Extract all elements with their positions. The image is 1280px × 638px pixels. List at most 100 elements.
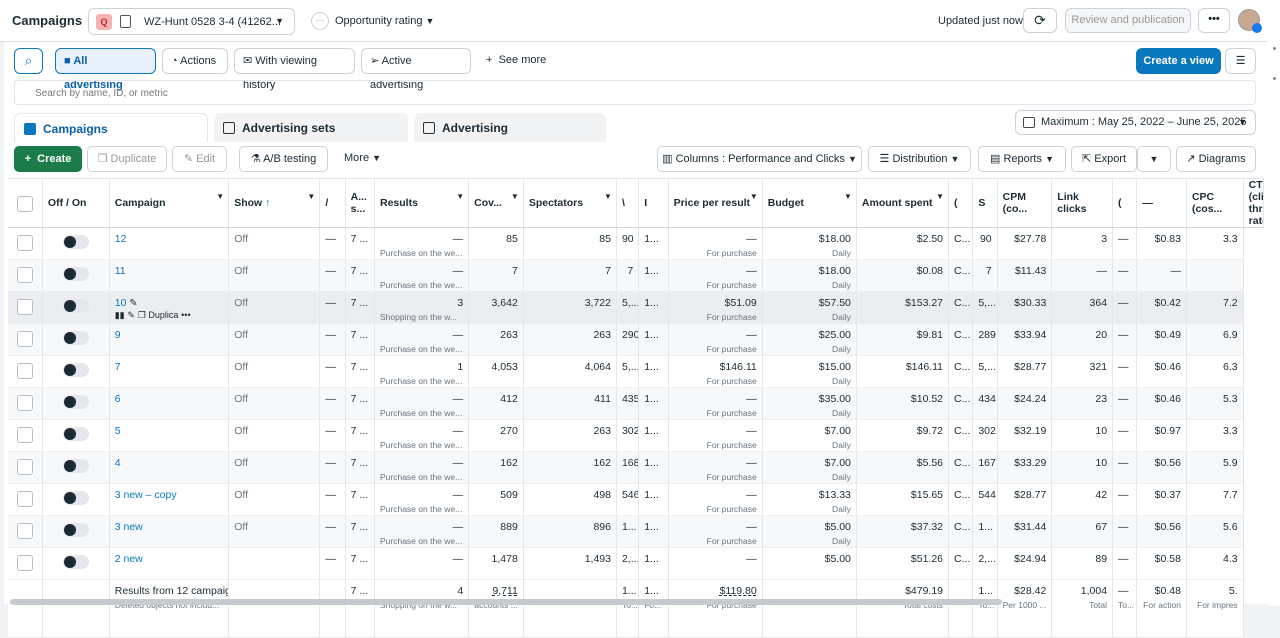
col-19[interactable]: — — [1136, 178, 1187, 228]
row-checkbox[interactable] — [16, 363, 33, 379]
table-row[interactable]: 3 new – copy Off — 7 ... — Purchase on th… — [8, 483, 1264, 516]
row-toggle-cell[interactable] — [42, 323, 110, 356]
row-toggle-cell[interactable] — [42, 483, 110, 516]
row-toggle-cell[interactable] — [42, 387, 110, 420]
col-campaign[interactable]: Campaign ▼ — [109, 178, 230, 228]
row-checkbox[interactable] — [16, 395, 33, 411]
col-coverage[interactable]: Cov... ▼ — [468, 178, 524, 228]
row-checkbox[interactable] — [16, 299, 33, 315]
campaign-name-link[interactable]: 5 — [114, 425, 121, 437]
campaign-name-link[interactable]: 10 — [114, 297, 127, 309]
col-price-per-result[interactable]: Price per result ▼ — [668, 178, 763, 228]
campaign-name-cell[interactable]: 3 new — [109, 515, 230, 548]
row-checkbox[interactable] — [16, 523, 33, 539]
distribution-button[interactable]: ☰ Distribution ▼ — [868, 146, 971, 172]
campaign-name-link[interactable]: 11 — [114, 265, 126, 277]
campaign-name-link[interactable]: 7 — [114, 361, 121, 373]
col-5[interactable]: A... s... — [345, 178, 376, 228]
campaign-name-cell[interactable]: 7 — [109, 355, 230, 388]
campaign-name-cell[interactable]: 9 — [109, 323, 230, 356]
avatar[interactable] — [1238, 9, 1262, 33]
on-off-toggle[interactable] — [62, 267, 89, 281]
table-row[interactable]: 7 Off — 7 ... 1 Purchase on the we... 4,0… — [8, 355, 1264, 388]
col-14[interactable]: ( — [948, 178, 974, 228]
more-icon[interactable]: ••• — [181, 310, 191, 320]
diagrams-button[interactable]: ↗ Diagrams — [1176, 146, 1256, 172]
tab-campaigns[interactable]: Campaigns — [14, 113, 208, 142]
campaign-name-link[interactable]: 2 new — [114, 553, 143, 565]
pencil-icon[interactable]: ✎ — [127, 310, 135, 320]
on-off-toggle[interactable] — [62, 363, 89, 377]
on-off-toggle[interactable] — [62, 555, 89, 569]
row-checkbox[interactable] — [16, 267, 33, 283]
refresh-button[interactable]: ⟳ — [1023, 8, 1057, 33]
campaign-name-link[interactable]: 12 — [114, 233, 127, 245]
col-off-on[interactable]: Off / On — [42, 178, 110, 228]
campaign-name-link[interactable]: 3 new — [114, 521, 143, 533]
campaign-name-cell[interactable]: 6 — [109, 387, 230, 420]
on-off-toggle[interactable] — [62, 395, 89, 409]
export-options-button[interactable]: ▼ — [1137, 146, 1171, 172]
campaign-name-link[interactable]: 9 — [114, 329, 121, 341]
col-spectators[interactable]: Spectators ▼ — [523, 178, 617, 228]
edit-button[interactable]: ✎ Edit — [172, 146, 227, 172]
active-advertising-filter[interactable]: ➢ Active advertising — [361, 48, 471, 91]
row-toggle-cell[interactable] — [42, 419, 110, 452]
table-row[interactable]: 11 Off — 7 ... — Purchase on the we... 7 … — [8, 259, 1264, 292]
row-toggle-cell[interactable] — [42, 451, 110, 484]
table-row[interactable]: 3 new Off — 7 ... — Purchase on the we...… — [8, 515, 1264, 548]
row-duplicate-action[interactable]: ❐ Duplica — [138, 310, 179, 320]
campaign-name-cell[interactable]: 10 ✎ ▮▮ ✎ ❐ Duplica ••• — [109, 291, 230, 324]
on-off-toggle[interactable] — [62, 235, 89, 249]
table-row[interactable]: 10 ✎ ▮▮ ✎ ❐ Duplica ••• Off — 7 ... 3 Shop… — [8, 291, 1264, 324]
col-9[interactable]: \ — [616, 178, 640, 228]
on-off-toggle[interactable] — [62, 491, 89, 505]
search-toggle-button[interactable]: ⌕ — [14, 48, 43, 74]
on-off-toggle[interactable] — [62, 459, 89, 473]
select-all-checkbox[interactable] — [16, 196, 33, 212]
row-toggle-cell[interactable] — [42, 547, 110, 580]
create-button[interactable]: + Create — [14, 146, 82, 172]
campaign-name-cell[interactable]: 3 new – copy — [109, 483, 230, 516]
table-row[interactable]: 4 Off — 7 ... — Purchase on the we... 162… — [8, 451, 1264, 484]
row-select-cell[interactable] — [8, 483, 43, 516]
campaign-name-link[interactable]: 3 new – copy — [114, 489, 177, 501]
campaign-name-cell[interactable]: 11 — [109, 259, 230, 292]
table-row[interactable]: 6 Off — 7 ... — Purchase on the we... 412… — [8, 387, 1264, 420]
see-more-button[interactable]: + See more — [486, 54, 546, 66]
row-select-cell[interactable] — [8, 515, 43, 548]
row-select-cell[interactable] — [8, 355, 43, 388]
col-10[interactable]: I — [638, 178, 669, 228]
col-15[interactable]: S — [972, 178, 998, 228]
row-checkbox[interactable] — [16, 427, 33, 443]
view-settings-button[interactable]: ☰ — [1225, 48, 1256, 74]
select-all-header[interactable] — [8, 178, 43, 228]
reports-button[interactable]: ▤ Reports ▼ — [978, 146, 1066, 172]
row-toggle-cell[interactable] — [42, 259, 110, 292]
table-row[interactable]: 12 Off — 7 ... — Purchase on the we... 85… — [8, 227, 1264, 260]
col-cpc[interactable]: CPC (cos... — [1186, 178, 1244, 228]
col-4[interactable]: / — [319, 178, 346, 228]
row-toggle-cell[interactable] — [42, 291, 110, 324]
chart-icon[interactable]: ▮▮ — [114, 310, 125, 320]
on-off-toggle[interactable] — [62, 427, 89, 441]
account-selector[interactable]: Q WZ-Hunt 0528 3-4 (41262... ▼ — [88, 8, 295, 35]
table-row[interactable]: 2 new — 7 ... — 1,478 1,493 2,... 1... —… — [8, 547, 1264, 580]
horizontal-scrollbar[interactable] — [10, 599, 1002, 605]
pencil-icon[interactable]: ✎ — [129, 298, 138, 309]
col-show[interactable]: Show ↑ ▼ — [228, 178, 321, 228]
row-select-cell[interactable] — [8, 259, 43, 292]
on-off-toggle[interactable] — [62, 331, 89, 345]
search-input[interactable]: Search by name, ID, or metric — [14, 80, 1256, 105]
opportunity-rating[interactable]: ··· Opportunity rating ▼ — [311, 12, 434, 30]
row-select-cell[interactable] — [8, 451, 43, 484]
actions-filter[interactable]: ◔ Actions — [162, 48, 228, 74]
viewing-history-filter[interactable]: ✉ With viewing history — [234, 48, 355, 91]
col-amount-spent[interactable]: Amount spent ▼ — [856, 178, 950, 228]
more-options-button[interactable]: ••• — [1198, 8, 1230, 33]
on-off-toggle[interactable] — [62, 299, 89, 313]
table-row[interactable]: 9 Off — 7 ... — Purchase on the we... 263… — [8, 323, 1264, 356]
col-ctr[interactable]: CTR (click-through rate) — [1243, 178, 1265, 228]
campaign-name-cell[interactable]: 4 — [109, 451, 230, 484]
tab-advertising[interactable]: Advertising — [414, 113, 606, 142]
